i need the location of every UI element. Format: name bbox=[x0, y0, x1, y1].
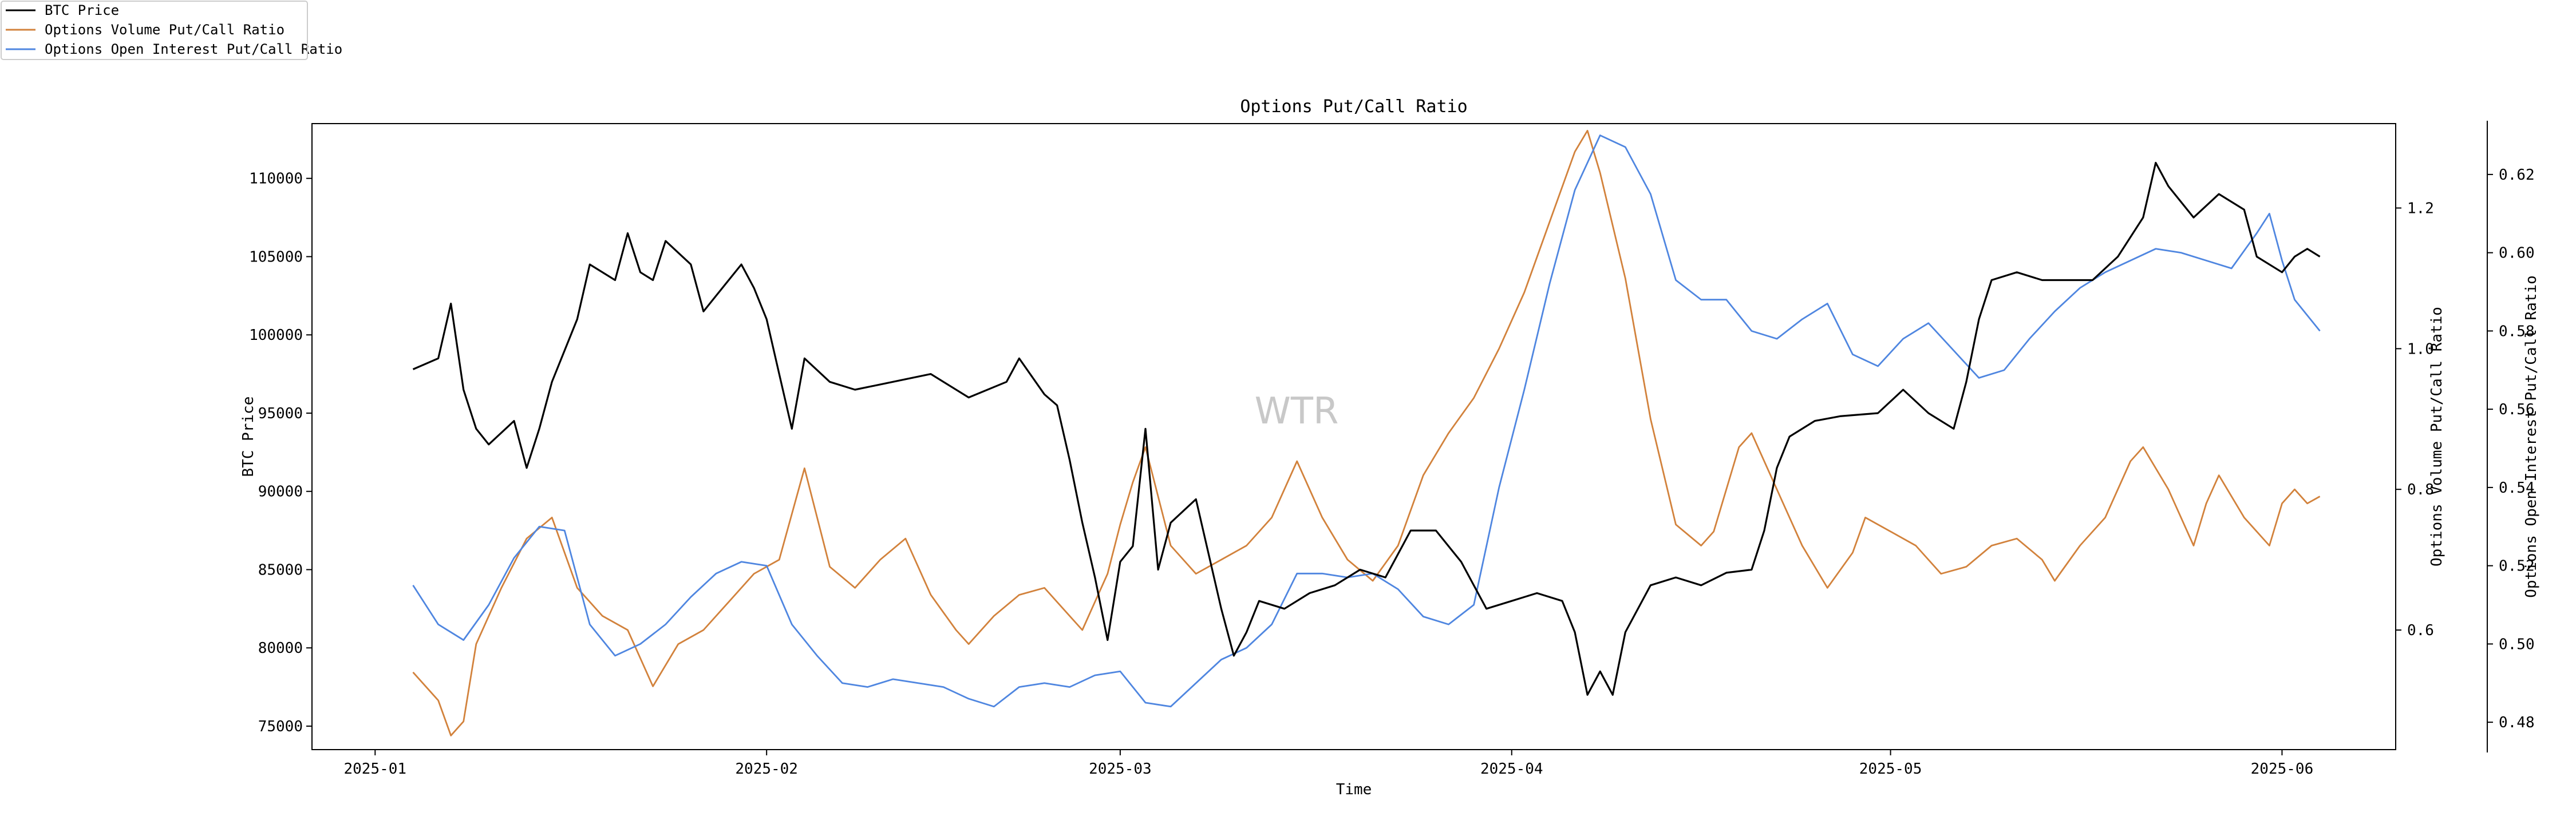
y-left-tick-label: 95000 bbox=[258, 405, 303, 422]
axes: 2025-01 2025-02 2025-03 2025-04 2025-05 2025-… bbox=[249, 121, 2535, 778]
y-axis-left-title: BTC Price bbox=[240, 397, 257, 477]
x-axis-title: Time bbox=[1336, 781, 1372, 798]
x-tick-label: 2025-04 bbox=[1480, 760, 1543, 778]
y-left-tick-label: 110000 bbox=[249, 171, 303, 188]
y-right2-tick-label: 0.54 bbox=[2499, 480, 2535, 497]
chart-labels: Options Put/Call Ratio Time BTC Price Op… bbox=[240, 97, 2540, 798]
x-tick-label: 2025-06 bbox=[2251, 760, 2314, 778]
y-right2-tick-label: 0.52 bbox=[2499, 558, 2535, 575]
y-right1-tick-label: 1.0 bbox=[2407, 340, 2434, 358]
y-right2-tick-label: 0.50 bbox=[2499, 636, 2535, 653]
y-axis-right2-title: Options Open Interest Put/Call Ratio bbox=[2523, 275, 2540, 598]
y-left-tick-label: 90000 bbox=[258, 484, 303, 501]
y-right2-tick-label: 0.48 bbox=[2499, 714, 2535, 731]
x-tick-label: 2025-01 bbox=[344, 760, 407, 778]
series-line-volume-ratio bbox=[412, 129, 2321, 736]
x-tick-label: 2025-05 bbox=[1859, 760, 1922, 778]
y-left-tick-label: 85000 bbox=[258, 561, 303, 579]
series-line-btc-price bbox=[412, 161, 2321, 696]
plot-frame bbox=[311, 123, 2396, 750]
y-right2-tick-label: 0.60 bbox=[2499, 245, 2535, 262]
y-left-tick-label: 75000 bbox=[258, 718, 303, 735]
y-left-tick-label: 100000 bbox=[249, 327, 303, 344]
y-right1-tick-label: 0.6 bbox=[2407, 622, 2434, 639]
y-right1-tick-label: 0.8 bbox=[2407, 481, 2434, 498]
y-axis-right1-title: Options Volume Put/Call Ratio bbox=[2428, 307, 2445, 566]
series-line-oi-ratio bbox=[412, 134, 2321, 708]
watermark: WTR bbox=[1255, 390, 1339, 433]
legend-label-volume-ratio: Options Volume Put/Call Ratio bbox=[45, 22, 285, 38]
y-left-tick-label: 105000 bbox=[249, 248, 303, 266]
legend-box bbox=[1, 1, 308, 60]
y-right2-tick-label: 0.58 bbox=[2499, 323, 2535, 340]
y-right2-tick-label: 0.56 bbox=[2499, 401, 2535, 418]
legend-label-btc-price: BTC Price bbox=[45, 2, 119, 18]
series-lines bbox=[412, 129, 2321, 736]
y-left-tick-label: 80000 bbox=[258, 640, 303, 657]
x-tick-label: 2025-03 bbox=[1089, 760, 1152, 778]
x-tick-label: 2025-02 bbox=[735, 760, 798, 778]
legend-label-oi-ratio: Options Open Interest Put/Call Ratio bbox=[45, 41, 342, 57]
y-right2-tick-label: 0.62 bbox=[2499, 167, 2535, 184]
legend: BTC Price Options Volume Put/Call Ratio … bbox=[1, 1, 342, 60]
chart-title: Options Put/Call Ratio bbox=[1240, 97, 1467, 117]
y-right1-tick-label: 1.2 bbox=[2407, 200, 2434, 217]
